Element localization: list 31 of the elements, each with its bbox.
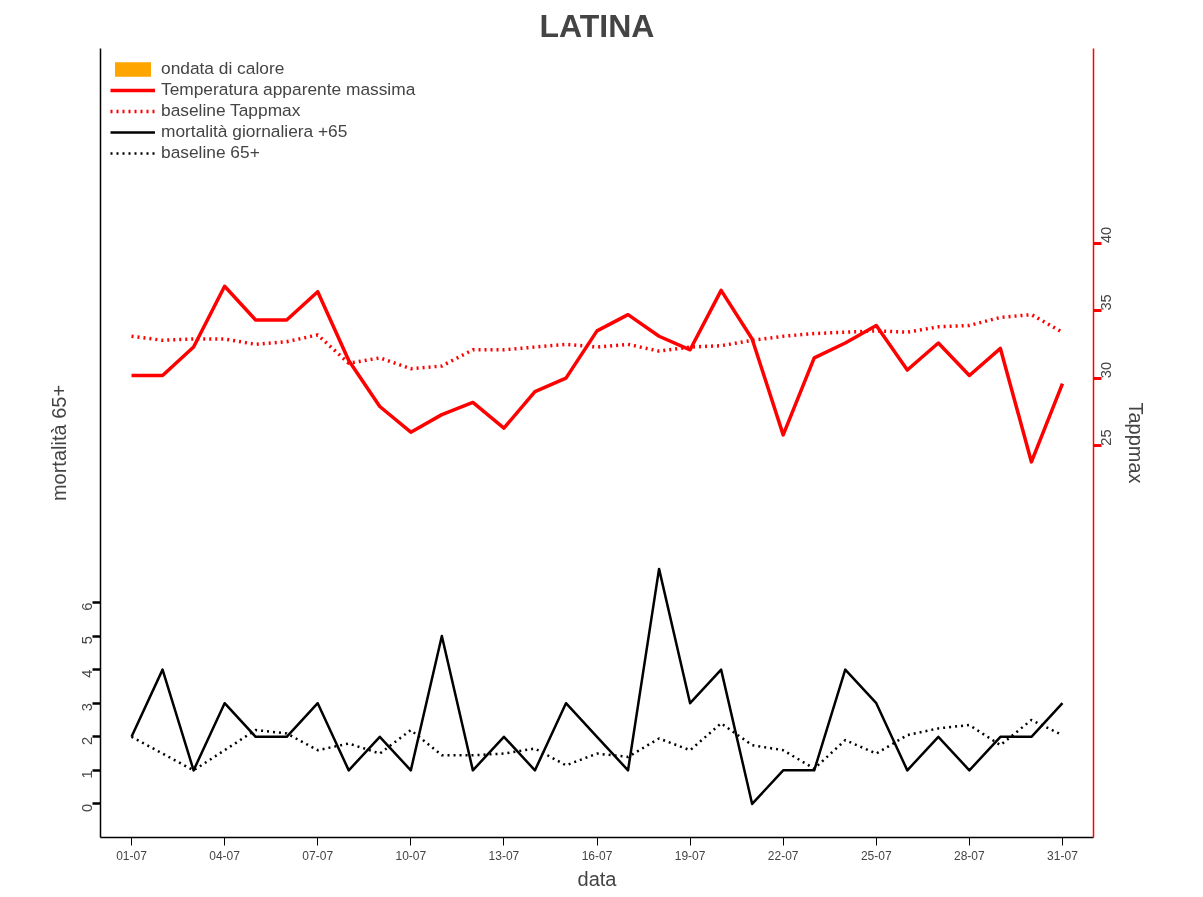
y2-tick-label: 30 [1098, 361, 1115, 379]
y-axis-title: mortalità 65+ [47, 384, 70, 502]
x-tick-label: 13-07 [488, 848, 520, 863]
x-axis-title: data [577, 867, 618, 890]
legend-label: baseline 65+ [161, 142, 260, 163]
x-tick-label: 19-07 [674, 848, 706, 863]
legend-label: Temperatura apparente massima [161, 79, 416, 100]
x-tick-label: 10-07 [395, 848, 427, 863]
y-tick-label: 5 [79, 636, 96, 645]
y-tick-label: 3 [79, 703, 96, 712]
x-tick-label: 16-07 [581, 848, 613, 863]
y-tick-label: 0 [79, 803, 96, 813]
y-tick-label: 6 [79, 602, 96, 611]
legend-label: ondata di calore [161, 58, 285, 79]
y2-tick-label: 25 [1098, 429, 1115, 446]
x-tick-label: 28-07 [954, 848, 986, 863]
x-tick-label: 01-07 [116, 848, 148, 863]
y-tick-label: 4 [79, 669, 96, 678]
x-tick-label: 04-07 [209, 848, 241, 863]
legend-label: mortalità giornaliera +65 [161, 121, 348, 142]
y2-tick-label: 40 [1098, 226, 1115, 244]
y-tick-label: 2 [79, 736, 96, 745]
y-tick-label: 1 [79, 770, 96, 779]
chart-title: LATINA [539, 7, 655, 44]
y2-axis-title: Tappmax [1124, 402, 1147, 484]
x-tick-label: 31-07 [1047, 848, 1079, 863]
x-tick-label: 25-07 [860, 848, 892, 863]
x-tick-label: 22-07 [767, 848, 799, 863]
y2-tick-label: 35 [1098, 294, 1115, 311]
x-tick-label: 07-07 [302, 848, 334, 863]
legend-label: baseline Tappmax [161, 100, 301, 121]
